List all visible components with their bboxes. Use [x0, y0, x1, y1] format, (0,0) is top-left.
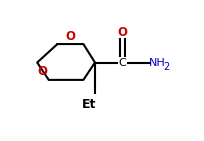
Text: C: C — [118, 58, 126, 68]
Text: Et: Et — [82, 98, 96, 111]
Text: 2: 2 — [163, 62, 169, 72]
Text: O: O — [37, 65, 47, 78]
Text: O: O — [117, 26, 127, 39]
Text: NH: NH — [148, 58, 165, 68]
Text: O: O — [65, 30, 75, 43]
